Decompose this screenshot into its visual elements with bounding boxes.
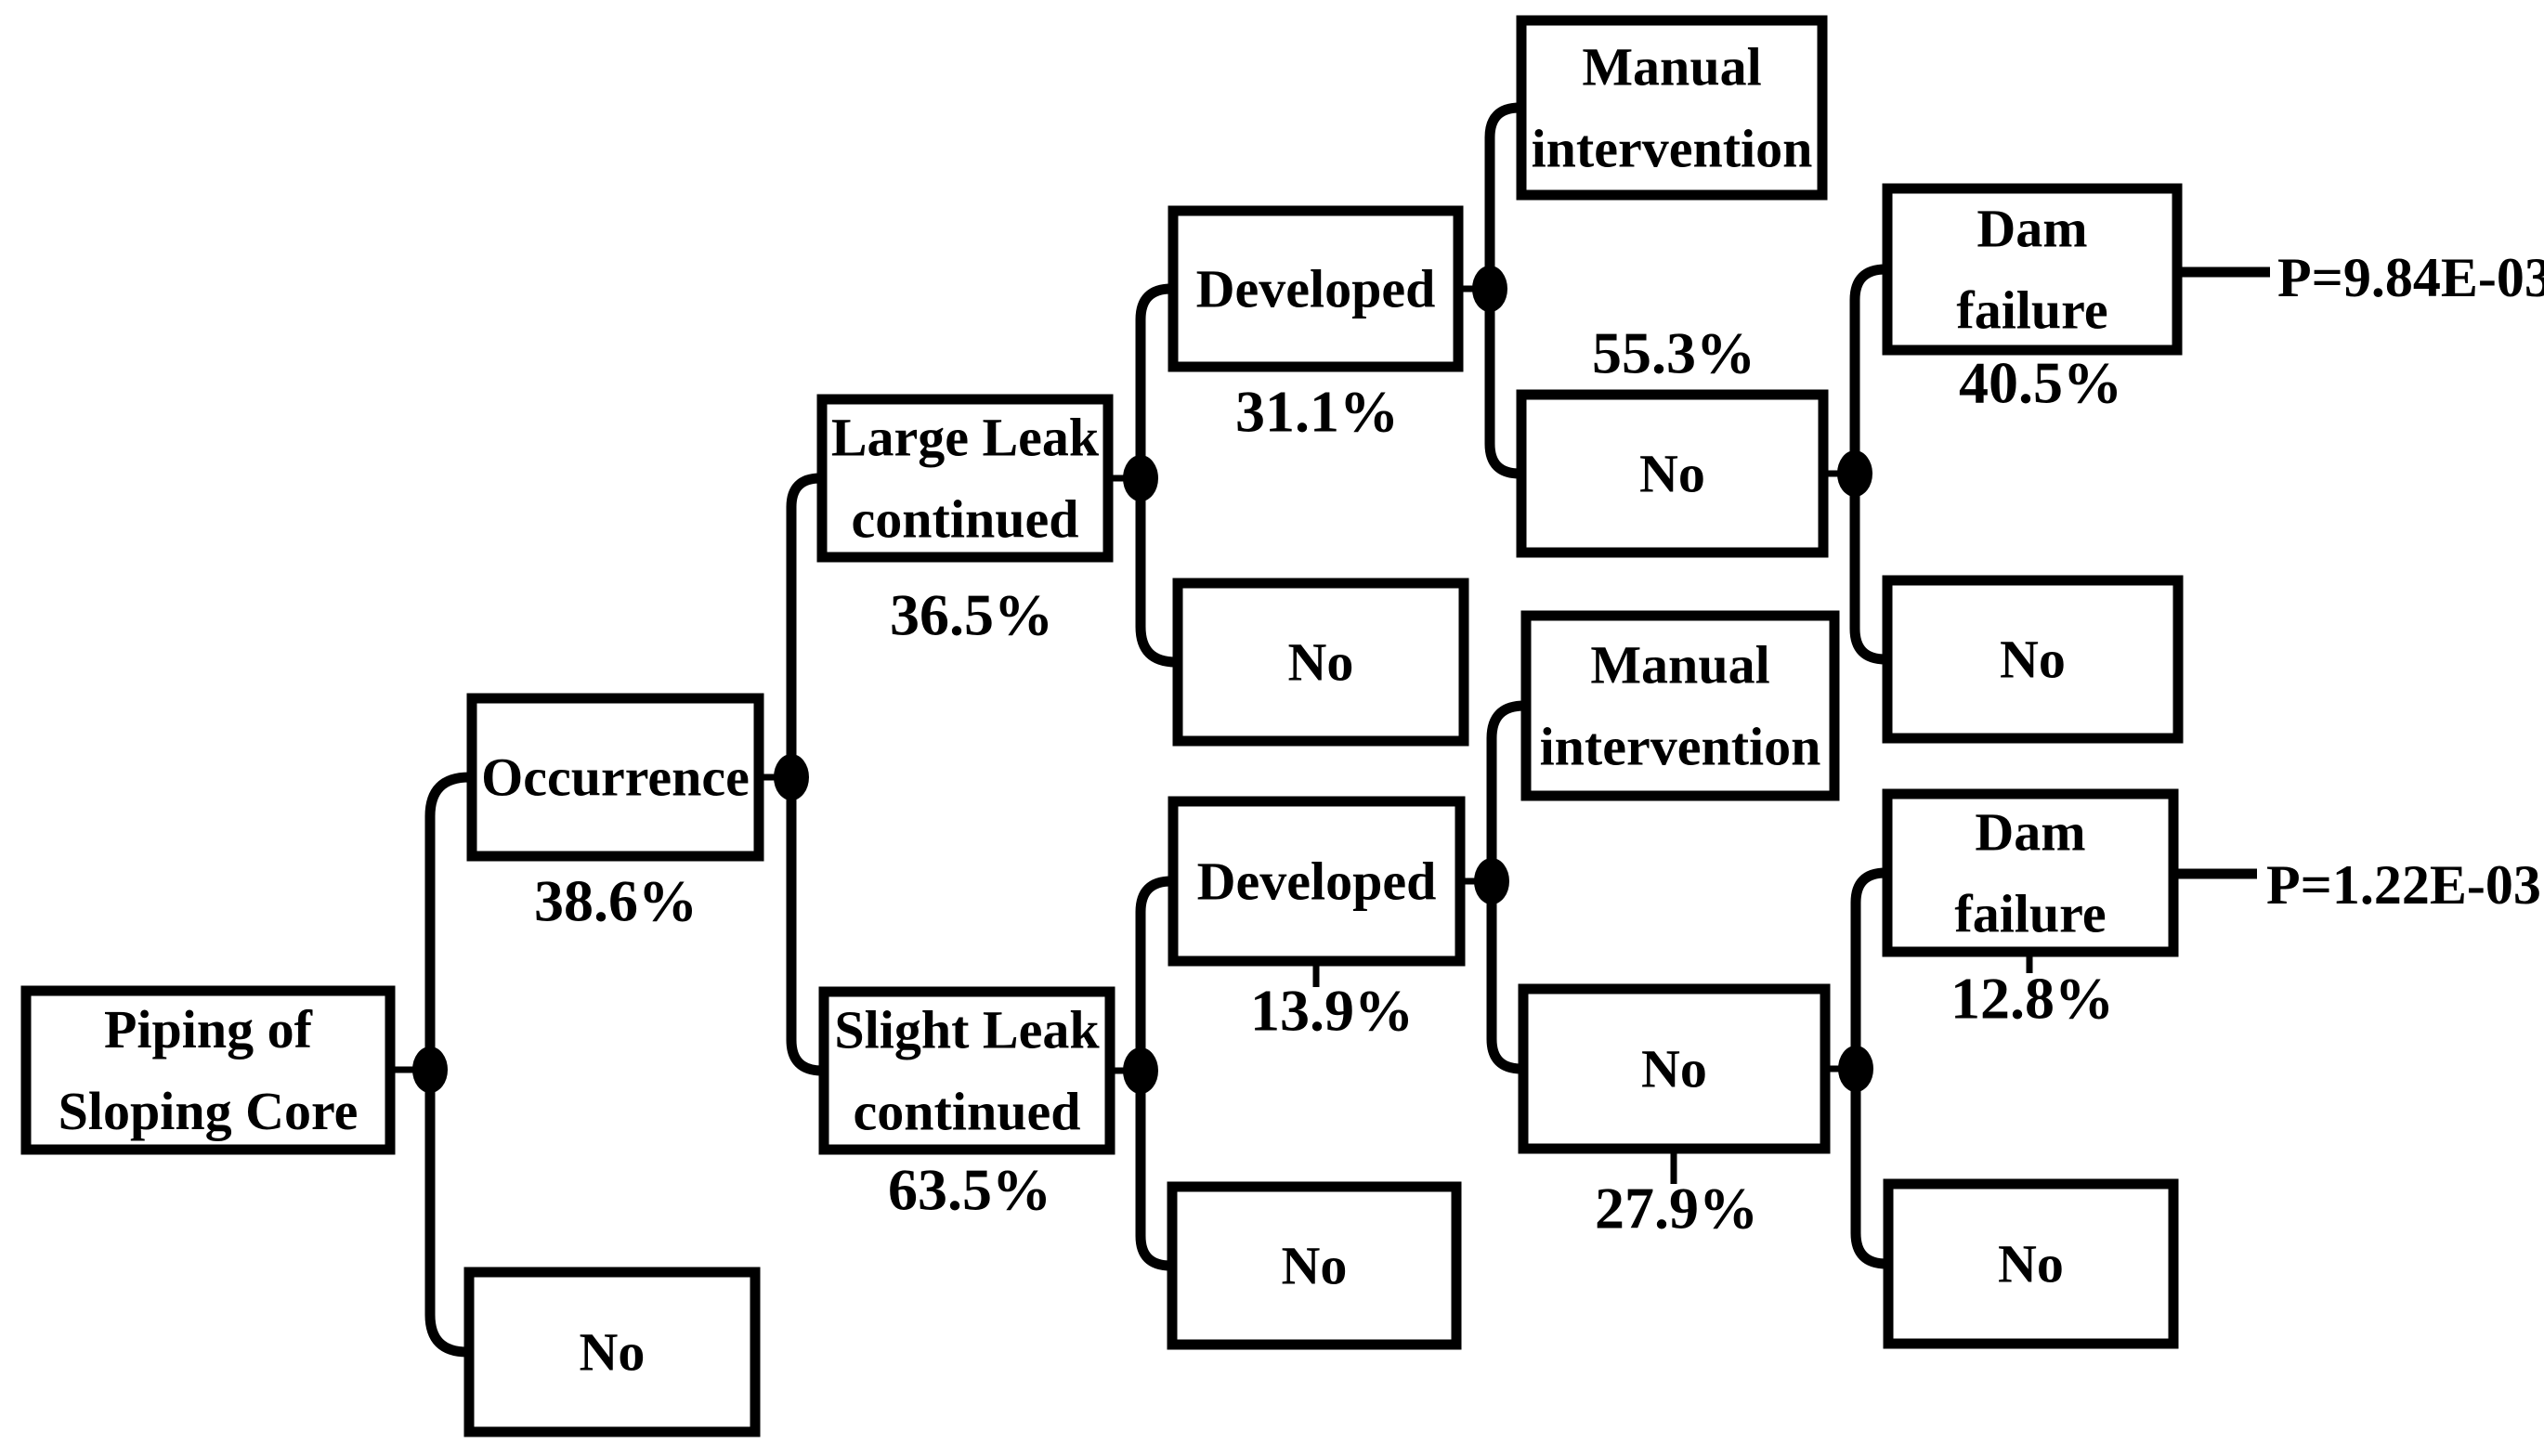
node-no-manual-slight-leak (1838, 1046, 1873, 1092)
box-label-developed-large-leak: Developed (1196, 259, 1436, 319)
box-label-no-developed-slight-leak: No (1282, 1236, 1348, 1296)
box-label-piping-of-sloping-core: Sloping Core (59, 1081, 359, 1141)
probability-label-no-manual-intervention-large-leak: 55.3% (1592, 320, 1755, 386)
box-label-manual-intervention-large-leak: intervention (1532, 119, 1813, 179)
probability-label-dam-failure-slight-leak: 12.8% (1950, 966, 2114, 1032)
probability-label-developed-large-leak: 31.1% (1235, 379, 1399, 445)
box-no-manual-intervention-large-leak (1516, 389, 1829, 558)
p-value-label: P=1.22E-03 (2266, 854, 2541, 916)
box-label-no-dam-failure-slight-leak: No (1998, 1234, 2064, 1294)
box-no-developed-slight-leak (1167, 1181, 1462, 1350)
box-label-manual-intervention-slight-leak: intervention (1540, 717, 1821, 777)
probability-label-large-leak-continued: 36.5% (890, 582, 1053, 648)
node-developed-large-leak (1472, 266, 1507, 312)
box-label-manual-intervention-large-leak: Manual (1582, 37, 1761, 98)
box-no-occurrence (463, 1267, 761, 1437)
box-label-developed-slight-leak: Developed (1197, 852, 1437, 912)
box-label-no-manual-intervention-large-leak: No (1639, 444, 1705, 504)
node-large-leak (1123, 455, 1158, 501)
box-slight-leak-continued (818, 986, 1115, 1155)
box-manual-intervention-slight-leak (1520, 610, 1840, 801)
node-developed-slight-leak (1474, 858, 1509, 904)
box-piping-of-sloping-core (20, 985, 396, 1155)
node-piping (412, 1046, 448, 1093)
box-label-dam-failure-slight-leak: Dam (1975, 802, 2085, 863)
node-slight-leak (1123, 1047, 1158, 1094)
probability-label-developed-slight-leak: 13.9% (1250, 978, 1414, 1044)
box-manual-intervention-large-leak (1516, 15, 1828, 201)
probability-label-slight-leak-continued: 63.5% (888, 1157, 1051, 1223)
box-developed-large-leak (1168, 205, 1464, 372)
box-label-large-leak-continued: Large Leak (831, 408, 1100, 468)
node-occurrence (774, 754, 809, 800)
box-occurrence (466, 693, 764, 862)
probability-label-no-manual-intervention-slight-leak: 27.9% (1595, 1176, 1758, 1242)
box-label-dam-failure-large-leak: failure (1956, 280, 2107, 341)
box-label-no-dam-failure-large-leak: No (2000, 630, 2066, 690)
box-developed-slight-leak (1168, 796, 1466, 967)
box-label-large-leak-continued: continued (852, 489, 1079, 550)
box-no-developed-large-leak (1172, 578, 1469, 747)
box-label-slight-leak-continued: Slight Leak (834, 1000, 1100, 1060)
node-no-manual-large-leak (1837, 450, 1872, 497)
box-label-slight-leak-continued: continued (854, 1082, 1081, 1142)
box-label-piping-of-sloping-core: Piping of (104, 999, 313, 1060)
box-no-dam-failure-slight-leak (1883, 1178, 2179, 1349)
box-label-manual-intervention-slight-leak: Manual (1590, 635, 1769, 696)
box-label-dam-failure-slight-leak: failure (1954, 884, 2106, 944)
probability-label-dam-failure-large-leak: 40.5% (1959, 350, 2122, 416)
box-label-no-occurrence: No (580, 1322, 646, 1383)
box-label-dam-failure-large-leak: Dam (1976, 199, 2087, 259)
box-label-no-developed-large-leak: No (1288, 632, 1354, 693)
probability-label-occurrence: 38.6% (534, 868, 698, 934)
box-large-leak-continued (816, 394, 1114, 563)
box-label-occurrence: Occurrence (481, 748, 750, 808)
p-value-label: P=9.84E-03 (2277, 247, 2544, 308)
box-dam-failure-large-leak (1882, 183, 2183, 356)
box-no-dam-failure-large-leak (1882, 575, 2184, 744)
box-no-manual-intervention-slight-leak (1518, 983, 1831, 1154)
box-label-no-manual-intervention-slight-leak: No (1641, 1039, 1707, 1099)
